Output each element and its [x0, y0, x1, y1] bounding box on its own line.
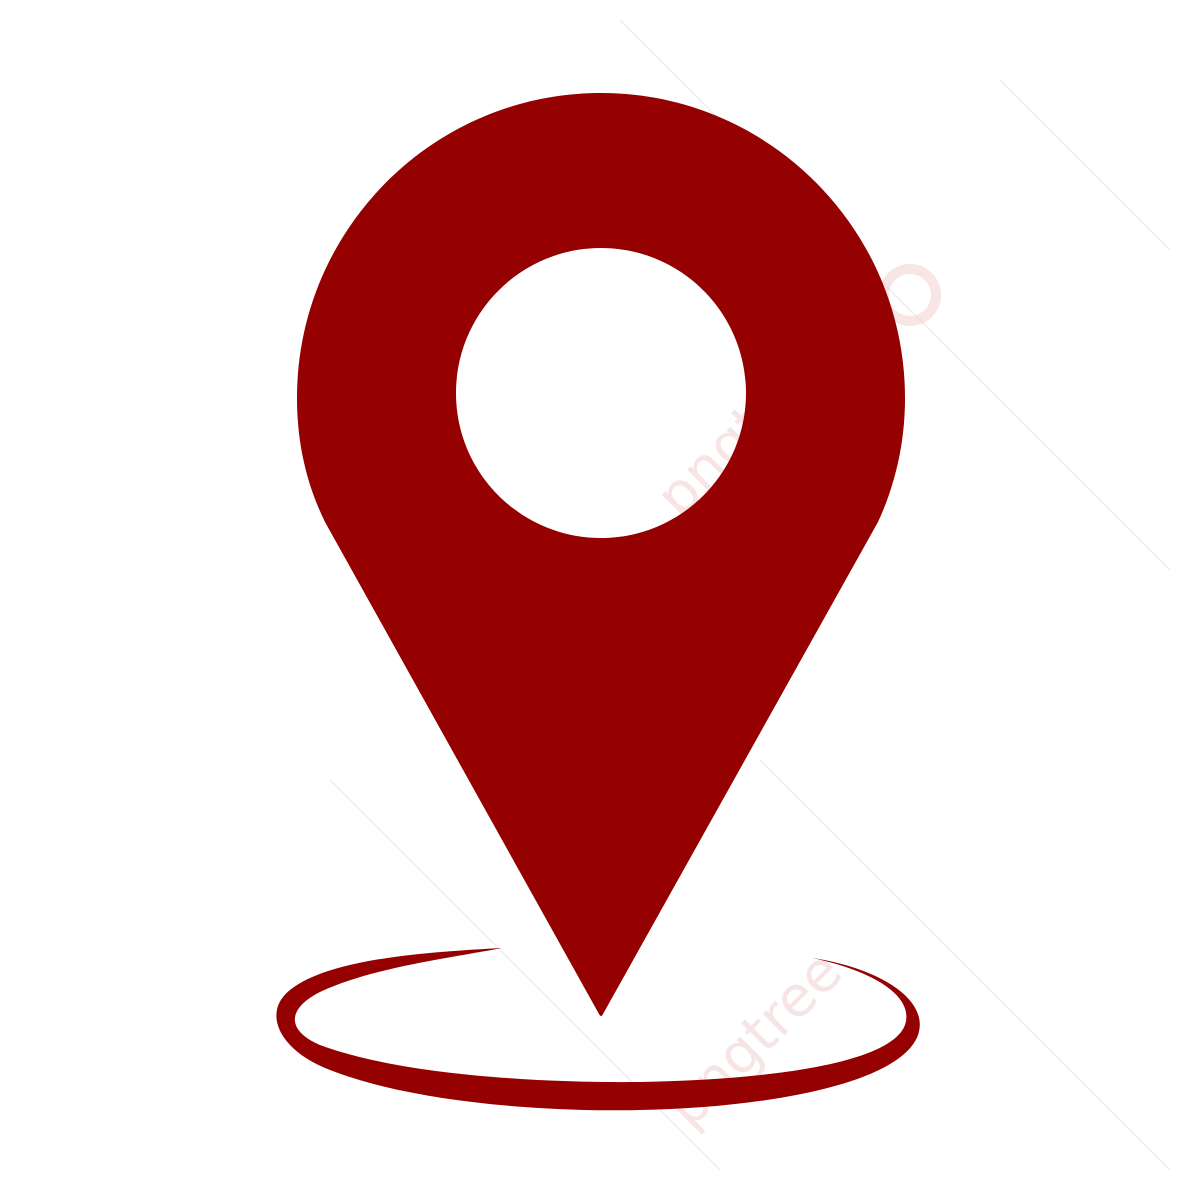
watermark-line [944, 344, 1171, 571]
location-pin-icon [297, 93, 905, 1016]
watermark-line [999, 79, 1171, 251]
watermark-lines [329, 19, 1171, 1171]
watermark-line [759, 759, 1171, 1171]
watermark-text: pngtree [654, 939, 855, 1140]
